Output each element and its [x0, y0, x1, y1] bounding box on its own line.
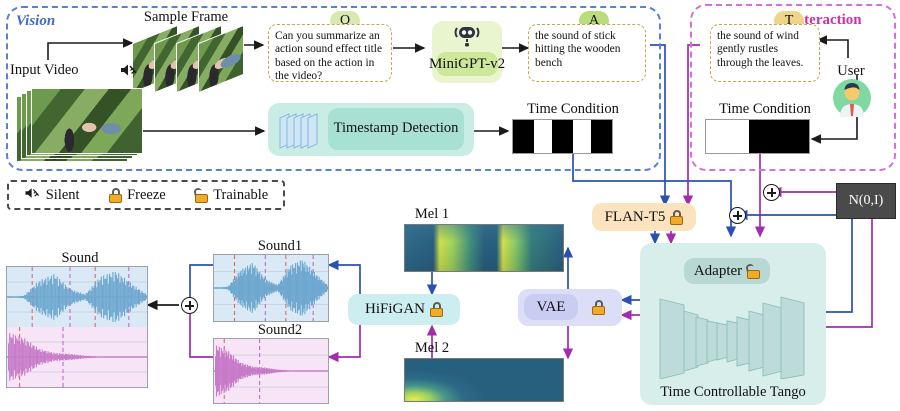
input-video-stack [16, 88, 146, 170]
waveform-plot [7, 327, 147, 387]
question-bubble: Can you summarize an action sound effect… [268, 24, 392, 82]
sound1-waveform [213, 254, 329, 322]
robot-icon [452, 24, 482, 50]
tc-segment-off [706, 120, 749, 153]
waveform-plot [214, 255, 328, 321]
adapter-label: Adapter [694, 263, 742, 280]
vae-module[interactable]: VAE [524, 294, 578, 320]
timestamp-module[interactable]: Timestamp Detection [328, 108, 464, 150]
noise-label: N(0,I) [849, 193, 884, 209]
sound1-label: Sound1 [240, 238, 320, 255]
tc-segment-on [591, 120, 612, 153]
tc-segment-off [573, 120, 591, 153]
user-avatar-icon [832, 78, 872, 118]
lock-closed-icon [592, 300, 605, 315]
add-operator-sound-mix [181, 297, 198, 314]
answer-bubble: the sound of stick hitting the wooden be… [528, 24, 646, 82]
hifigan-label: HiFiGAN [365, 301, 425, 318]
lock-closed-icon [430, 302, 443, 317]
legend-item-silent: Silent [24, 186, 80, 205]
lock-closed-icon [670, 210, 683, 225]
tc-segment-on [513, 120, 534, 153]
legend-label-trainable: Trainable [213, 187, 268, 204]
add-operator-noise-vision [729, 207, 746, 224]
legend-item-trainable: Trainable [195, 187, 268, 204]
hifigan-module[interactable]: HiFiGAN [348, 294, 460, 325]
tc-segment-on [749, 120, 809, 153]
minigpt-label: MiniGPT-v2 [429, 56, 505, 73]
mel1-overlay [405, 225, 563, 271]
tc-segment-on [552, 120, 573, 153]
waveform-plot [7, 267, 147, 327]
add-operator-noise-interaction [763, 184, 780, 201]
time-condition-vision-label: Time Condition [508, 101, 638, 118]
lock-open-icon [195, 188, 208, 203]
time-condition-interaction-label: Time Condition [700, 101, 830, 118]
mel1-label: Mel 1 [400, 206, 464, 223]
mute-icon [120, 62, 138, 78]
noise-module: N(0,I) [836, 183, 896, 219]
flan-t5-label: FLAN-T5 [605, 209, 666, 226]
sound-lower-channel [7, 327, 147, 387]
timestamp-label: Timestamp Detection [334, 121, 459, 137]
lock-closed-icon [109, 188, 122, 203]
waveform-plot [214, 339, 328, 403]
minigpt-module[interactable]: MiniGPT-v2 [436, 52, 498, 76]
sound2-waveform [213, 338, 329, 404]
flan-t5-module[interactable]: FLAN-T5 [592, 203, 696, 231]
tc-segment-off [534, 120, 552, 153]
lock-open-icon [747, 264, 760, 279]
time-condition-vision [512, 119, 613, 154]
sound-waveform [6, 266, 148, 388]
unet-layers-icon [658, 295, 808, 379]
vision-region-title: Vision [16, 13, 55, 30]
sound-label: Sound [40, 250, 120, 267]
time-condition-interaction [705, 119, 810, 154]
tango-label: Time Controllable Tango [640, 384, 826, 401]
sound-upper-channel [7, 267, 147, 327]
mel2-label: Mel 2 [400, 340, 464, 357]
sound2-label: Sound2 [240, 322, 320, 339]
interaction-bubble: the sound of wind gently rustles through… [710, 24, 820, 82]
legend-item-freeze: Freeze [109, 187, 166, 204]
mel2-spectrogram [404, 358, 564, 402]
legend-label-freeze: Freeze [127, 187, 166, 204]
input-video-label: Input Video [10, 62, 120, 79]
legend-label-silent: Silent [46, 187, 80, 204]
legend: Silent Freeze Trainable [7, 180, 285, 210]
sample-frame-stack [132, 22, 237, 92]
adapter-module[interactable]: Adapter [684, 258, 770, 284]
vae-label: VAE [537, 299, 566, 316]
mel1-spectrogram [404, 224, 564, 272]
mute-icon [24, 186, 41, 205]
video-layers-icon [278, 110, 322, 150]
